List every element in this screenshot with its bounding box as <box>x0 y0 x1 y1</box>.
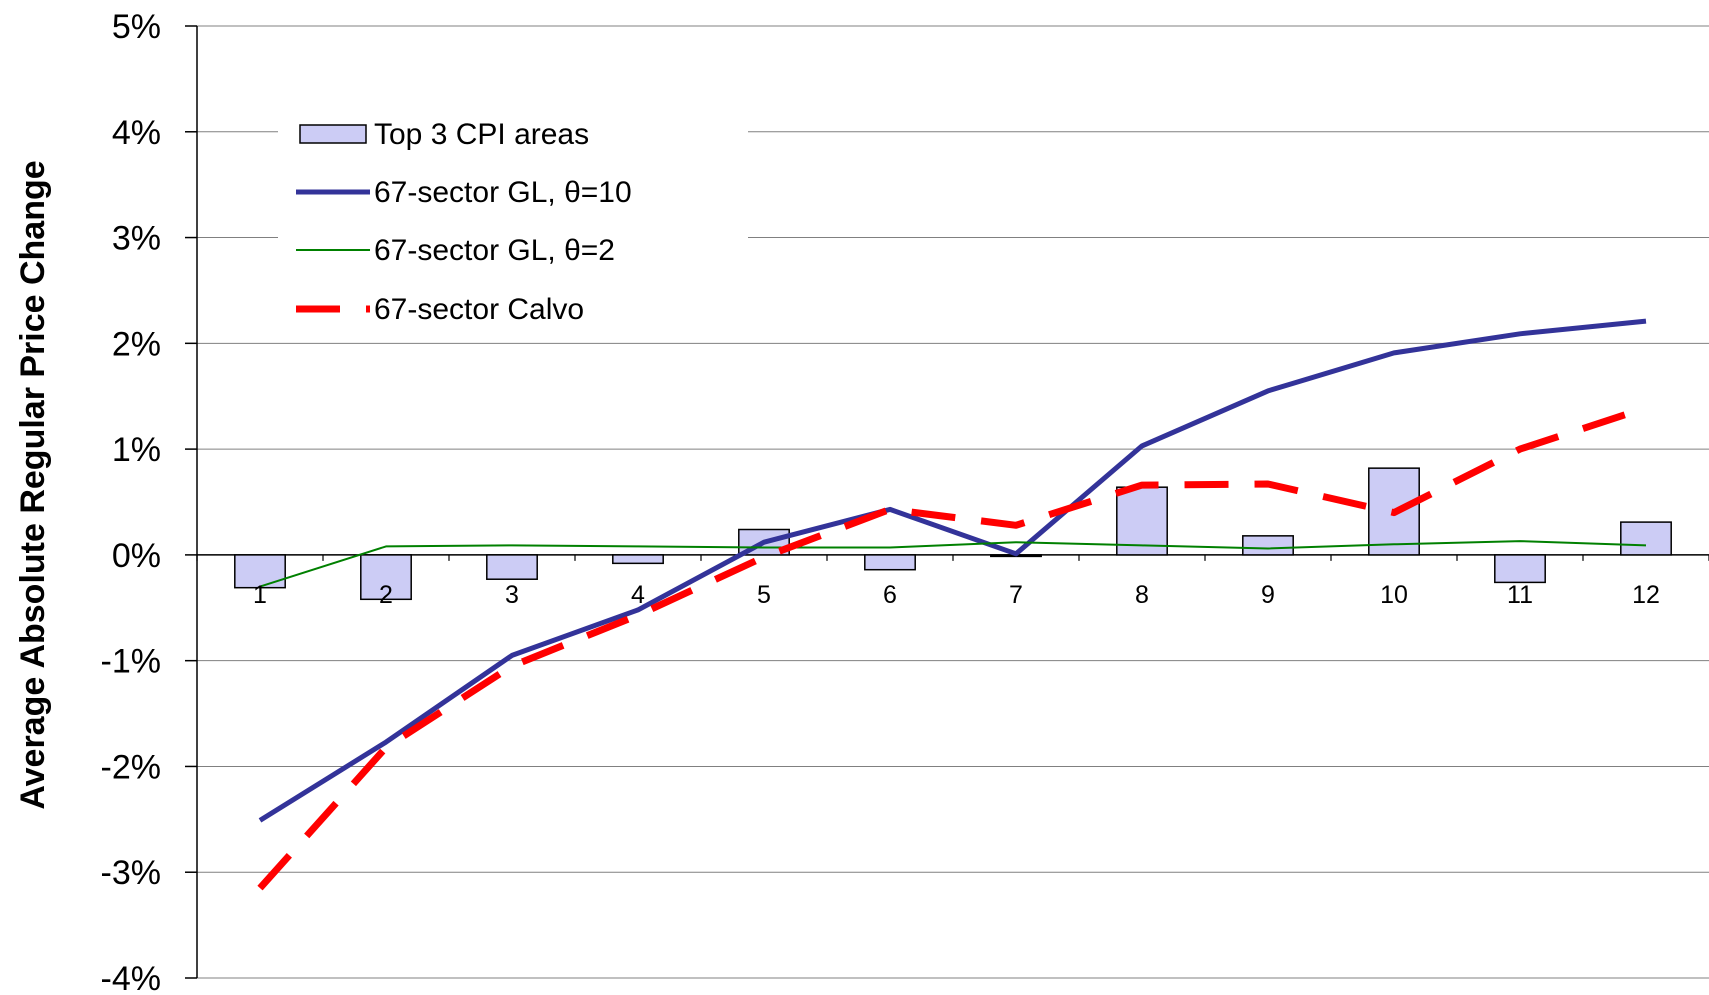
legend: Top 3 CPI areas 67-sector GL, θ=10 67-sect… <box>278 94 748 334</box>
x-tick-label: 9 <box>1261 581 1275 609</box>
y-tick-label: -1% <box>101 643 161 681</box>
legend-label: 67-sector GL, θ=2 <box>374 234 615 267</box>
x-tick-label: 7 <box>1009 581 1023 609</box>
bar <box>1620 521 1672 556</box>
series-line <box>259 540 1647 588</box>
bar <box>1494 554 1546 584</box>
x-tick-label: 3 <box>505 581 519 609</box>
y-tick-label: 0% <box>112 537 161 575</box>
bar <box>1116 486 1168 556</box>
legend-label: 67-sector GL, θ=10 <box>374 176 632 209</box>
bar <box>1242 535 1294 556</box>
x-tick-label: 10 <box>1380 581 1408 609</box>
bar-series <box>234 467 1672 601</box>
axes <box>185 25 1709 979</box>
y-tick-label: 3% <box>112 220 161 258</box>
series-line <box>257 404 1648 891</box>
y-tick-label: -2% <box>101 748 161 786</box>
y-tick-label: 5% <box>112 8 161 46</box>
y-tick-label: 2% <box>112 325 161 363</box>
y-tick-label: -3% <box>101 854 161 892</box>
x-tick-label: 5 <box>757 581 771 609</box>
line-series <box>257 318 1648 891</box>
x-tick-label: 11 <box>1507 581 1533 609</box>
bar <box>612 554 664 565</box>
x-tick-label: 6 <box>883 581 897 609</box>
y-tick-label: -4% <box>101 960 161 995</box>
x-tick-label: 12 <box>1632 581 1660 609</box>
x-tick-label: 8 <box>1135 581 1149 609</box>
bar <box>486 554 538 580</box>
x-tick-label: 1 <box>253 581 267 609</box>
legend-swatch <box>299 124 367 144</box>
y-tick-label: 1% <box>112 431 161 469</box>
series-line <box>258 318 1647 823</box>
tick-labels: -4% -3% -2% -1% 0% 1% 2% 3% 4% 5% <box>101 8 161 995</box>
bar <box>864 554 916 571</box>
y-tick-label: 4% <box>112 114 161 152</box>
y-axis-label: Average Absolute Regular Price Change <box>14 160 52 809</box>
legend-label: Top 3 CPI areas <box>374 118 589 151</box>
category-labels: 1 2 3 4 5 6 7 8 9 10 11 12 <box>253 581 1660 609</box>
legend-label: 67-sector Calvo <box>374 293 584 326</box>
x-tick-label: 2 <box>379 581 393 609</box>
x-tick-label: 4 <box>631 581 645 609</box>
bar <box>360 554 412 601</box>
